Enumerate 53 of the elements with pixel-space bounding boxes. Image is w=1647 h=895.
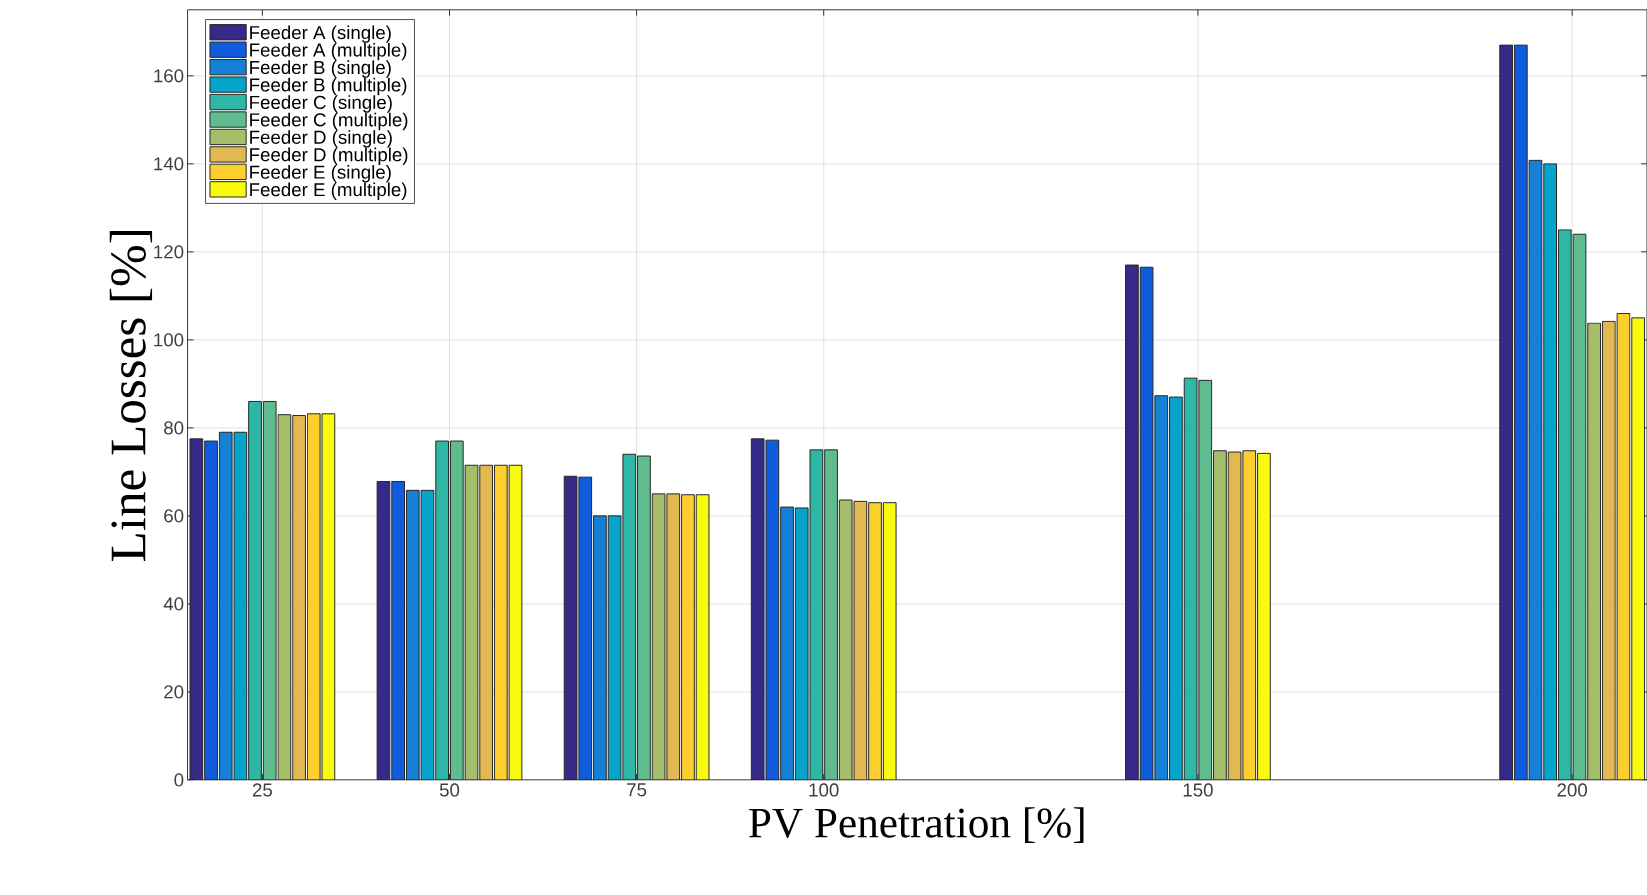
bar [1499, 44, 1513, 780]
bar [1125, 264, 1139, 780]
y-tick-label: 120 [154, 245, 184, 259]
legend-label: Feeder E (single) [250, 165, 391, 183]
x-tick-label: 25 [252, 783, 272, 797]
bar [1557, 229, 1572, 780]
y-tick-label: 0 [174, 773, 184, 787]
bar [593, 515, 607, 780]
y-tick-label: 160 [154, 69, 184, 83]
y-tick-label: 60 [164, 509, 184, 523]
legend-label: Feeder A (single) [250, 25, 391, 43]
legend-label: Feeder B (multiple) [250, 77, 407, 96]
x-tick-label: 100 [809, 783, 839, 797]
x-axis-title: PV Penetration [%] [749, 807, 1084, 844]
legend-label: Feeder B (single) [250, 60, 391, 78]
bar [204, 440, 218, 780]
bar [1601, 320, 1616, 780]
bar [449, 440, 464, 780]
bar [1169, 396, 1183, 780]
bar [824, 449, 838, 780]
bar [681, 494, 695, 780]
bar [780, 506, 794, 780]
bar [868, 502, 882, 780]
bar [292, 415, 306, 780]
legend-label: Feeder D (multiple) [250, 147, 408, 166]
bar [248, 400, 262, 780]
bar [391, 481, 405, 780]
bar [637, 455, 651, 780]
legend-label: Feeder C (single) [250, 95, 392, 113]
y-tick-label: 100 [154, 333, 184, 347]
bar [479, 464, 494, 780]
y-axis-title: Line Losses [%] [109, 231, 153, 561]
legend-label: Feeder A (multiple) [250, 42, 407, 61]
y-tick-label: 140 [154, 157, 184, 171]
bar [1257, 452, 1271, 780]
y-tick-label: 40 [163, 597, 184, 611]
bar [435, 440, 450, 780]
x-tick-label: 75 [627, 783, 647, 797]
x-tick-label: 150 [1183, 783, 1213, 797]
x-tick-label: 200 [1557, 783, 1588, 797]
legend-label: Feeder C (multiple) [250, 112, 408, 131]
y-tick-label: 20 [164, 685, 184, 699]
x-tick-label: 50 [439, 783, 460, 797]
bar [1543, 163, 1557, 780]
legend-label: Feeder E (multiple) [250, 182, 407, 200]
bar [1213, 450, 1227, 780]
legend-label: Feeder D (single) [250, 130, 392, 148]
bar [1587, 322, 1602, 780]
bar [1631, 317, 1646, 780]
y-tick-label: 80 [164, 421, 184, 435]
bar [1513, 44, 1528, 780]
bar [405, 489, 420, 780]
bar [493, 464, 508, 780]
